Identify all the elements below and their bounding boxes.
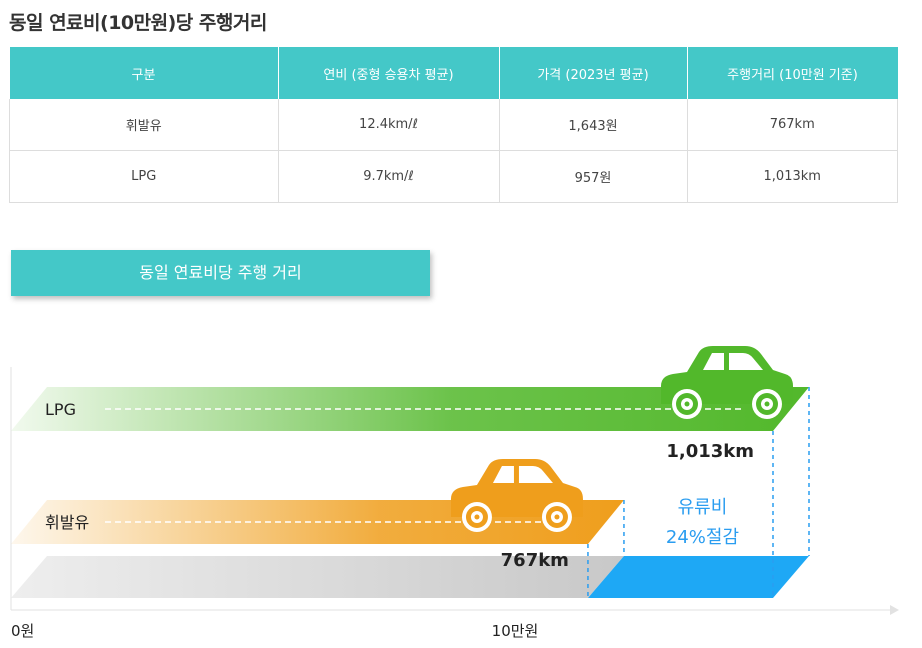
base-bar xyxy=(11,556,624,598)
value-label-gasoline: 767km xyxy=(501,550,569,571)
table-row: LPG 9.7km/ℓ 957원 1,013km xyxy=(9,150,898,203)
cell-efficiency: 12.4km/ℓ xyxy=(278,99,500,151)
cell-distance: 767km xyxy=(687,99,898,151)
header-price: 가격 (2023년 평균) xyxy=(499,47,688,99)
header-fuel-efficiency: 연비 (중형 승용차 평균) xyxy=(278,47,500,99)
saving-annotation-value: 24%절감 xyxy=(666,527,739,548)
x-tick-label-1: 10만원 xyxy=(492,622,539,640)
value-label-lpg: 1,013km xyxy=(666,441,754,462)
header-distance: 주행거리 (10만원 기준) xyxy=(687,47,898,99)
x-tick-label-0: 0원 xyxy=(11,622,34,640)
cell-fuel-type: LPG xyxy=(9,150,279,203)
cell-fuel-type: 휘발유 xyxy=(9,99,279,151)
table-row: 휘발유 12.4km/ℓ 1,643원 767km xyxy=(9,99,898,151)
fuel-comparison-table: 구분 연비 (중형 승용차 평균) 가격 (2023년 평균) 주행거리 (10… xyxy=(9,47,898,203)
saving-area xyxy=(587,556,809,598)
section-banner: 동일 연료비당 주행 거리 xyxy=(11,250,430,296)
cell-efficiency: 9.7km/ℓ xyxy=(278,150,500,203)
cell-distance: 1,013km xyxy=(687,150,898,203)
saving-annotation-title: 유류비 xyxy=(678,497,728,518)
page-title: 동일 연료비(10만원)당 주행거리 xyxy=(9,12,267,34)
table-header-row: 구분 연비 (중형 승용차 평균) 가격 (2023년 평균) 주행거리 (10… xyxy=(9,47,898,99)
cell-price: 957원 xyxy=(499,150,688,203)
category-label-gasoline: 휘발유 xyxy=(45,513,89,532)
header-category: 구분 xyxy=(9,47,279,99)
x-axis-arrow-icon xyxy=(890,605,899,615)
cell-price: 1,643원 xyxy=(499,99,688,151)
category-label-lpg: LPG xyxy=(45,400,76,419)
